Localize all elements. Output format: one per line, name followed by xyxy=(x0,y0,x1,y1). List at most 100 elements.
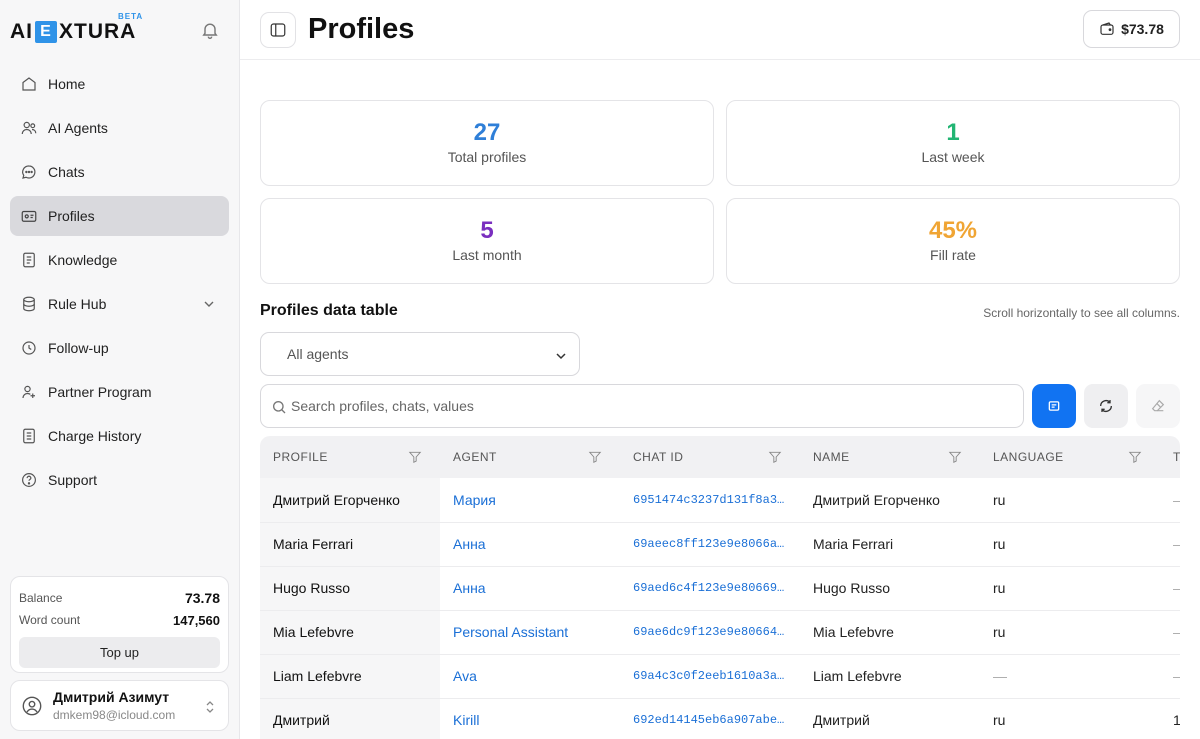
filter-icon[interactable] xyxy=(948,450,962,467)
cell-profile: Дмитрий Егорченко xyxy=(260,478,440,523)
user-name: Дмитрий Азимут xyxy=(53,689,170,705)
stat-value: 5 xyxy=(480,217,494,244)
sidebar-item-support[interactable]: Support xyxy=(10,460,229,500)
stat-label: Last week xyxy=(921,149,985,165)
cell-name: Дмитрий Егорченко xyxy=(800,478,980,523)
cell-chat-id-link[interactable]: 692ed14145eb6a907abe… xyxy=(620,698,800,739)
sidebar-item-chats[interactable]: Chats xyxy=(10,152,229,192)
table-row[interactable]: Hugo Russo Анна 69aed6c4f123e9e80669… Hu… xyxy=(260,566,1180,611)
column-header-name[interactable]: NAME xyxy=(800,436,980,478)
cell-agent-link[interactable]: Personal Assistant xyxy=(440,610,620,655)
help-icon xyxy=(20,471,38,489)
word-count-label: Word count xyxy=(19,613,81,627)
cell-extra: – xyxy=(1160,610,1180,655)
sidebar-toggle-button[interactable] xyxy=(260,12,296,48)
refresh-button[interactable] xyxy=(1084,384,1128,428)
table-row[interactable]: Liam Lefebvre Ava 69a4c3c0f2eeb1610a3a… … xyxy=(260,654,1180,699)
bell-icon[interactable] xyxy=(200,20,222,42)
cell-chat-id-link[interactable]: 6951474c3237d131f8a3… xyxy=(620,478,800,523)
receipt-icon xyxy=(20,427,38,445)
filter-icon[interactable] xyxy=(1128,450,1142,467)
cell-agent-link[interactable]: Kirill xyxy=(440,698,620,739)
chevron-down-icon[interactable] xyxy=(203,297,215,309)
user-menu[interactable]: Дмитрий Азимут dmkem98@icloud.com xyxy=(10,680,229,731)
logo-letter-box: E xyxy=(35,21,57,43)
cell-profile: Maria Ferrari xyxy=(260,522,440,567)
logo-text-left: AI xyxy=(10,20,33,43)
sidebar-item-follow-up[interactable]: Follow-up xyxy=(10,328,229,368)
cell-name: Hugo Russo xyxy=(800,566,980,611)
chevron-down-icon xyxy=(555,349,567,365)
sidebar-item-label: Home xyxy=(48,76,86,92)
cell-language: — xyxy=(980,654,1160,699)
app-logo[interactable]: AI E XTURA BETA xyxy=(10,12,142,46)
sidebar: AI E XTURA BETA Home AI Agents Chats Pro… xyxy=(0,0,240,739)
sidebar-item-label: Support xyxy=(48,472,98,488)
stat-label: Total profiles xyxy=(447,149,527,165)
sidebar-item-label: Chats xyxy=(48,164,85,180)
table-row[interactable]: Дмитрий Егорченко Мария 6951474c3237d131… xyxy=(260,478,1180,523)
table-row[interactable]: Maria Ferrari Анна 69aeec8ff123e9e8066a…… xyxy=(260,522,1180,567)
cell-chat-id-link[interactable]: 69a4c3c0f2eeb1610a3a… xyxy=(620,654,800,699)
cell-name: Дмитрий xyxy=(800,698,980,739)
table-row[interactable]: Дмитрий Kirill 692ed14145eb6a907abe… Дми… xyxy=(260,698,1180,739)
balance-row: Balance 73.78 xyxy=(19,587,220,609)
cell-extra: 1 xyxy=(1160,698,1180,739)
cell-language: ru xyxy=(980,478,1160,523)
search-field[interactable] xyxy=(260,384,1024,428)
cell-language: ru xyxy=(980,522,1160,567)
user-email: dmkem98@icloud.com xyxy=(53,708,176,722)
home-icon xyxy=(20,75,38,93)
word-count-row: Word count 147,560 xyxy=(19,609,220,631)
sidebar-item-label: Knowledge xyxy=(48,252,118,268)
clear-button[interactable] xyxy=(1136,384,1180,428)
cell-chat-id-link[interactable]: 69ae6dc9f123e9e80664… xyxy=(620,610,800,655)
top-up-button[interactable]: Top up xyxy=(19,637,220,668)
sidebar-item-profiles[interactable]: Profiles xyxy=(10,196,229,236)
sidebar-item-rule-hub[interactable]: Rule Hub xyxy=(10,284,229,324)
filter-icon[interactable] xyxy=(408,450,422,467)
stat-fill-rate: 45% Fill rate xyxy=(726,198,1180,284)
wallet-icon xyxy=(1100,22,1114,35)
page-header: Profiles $73.78 xyxy=(240,0,1200,60)
column-header-profile[interactable]: PROFILE xyxy=(260,436,440,478)
sidebar-item-ai-agents[interactable]: AI Agents xyxy=(10,108,229,148)
database-icon xyxy=(20,295,38,313)
table-row[interactable]: Mia Lefebvre Personal Assistant 69ae6dc9… xyxy=(260,610,1180,655)
sidebar-item-home[interactable]: Home xyxy=(10,64,229,104)
sidebar-item-label: Rule Hub xyxy=(48,296,107,312)
cell-agent-link[interactable]: Анна xyxy=(440,566,620,611)
column-header-t[interactable]: T xyxy=(1160,436,1180,478)
column-header-agent[interactable]: AGENT xyxy=(440,436,620,478)
cell-chat-id-link[interactable]: 69aeec8ff123e9e8066a… xyxy=(620,522,800,567)
cell-extra: – xyxy=(1160,654,1180,699)
stat-label: Fill rate xyxy=(930,247,976,263)
wallet-balance-button[interactable]: $73.78 xyxy=(1083,10,1180,48)
eraser-icon xyxy=(1151,399,1165,412)
section-title: Profiles data table xyxy=(260,302,398,319)
sidebar-item-charge-history[interactable]: Charge History xyxy=(10,416,229,456)
cell-chat-id-link[interactable]: 69aed6c4f123e9e80669… xyxy=(620,566,800,611)
user-info: Дмитрий Азимут dmkem98@icloud.com xyxy=(53,689,175,722)
agent-filter-select[interactable]: All agents xyxy=(260,332,580,376)
profiles-table[interactable]: PROFILE AGENT CHAT ID NAME LANGUAGE T Дм… xyxy=(260,436,1180,739)
balance-card: Balance 73.78 Word count 147,560 Top up xyxy=(10,576,229,673)
cell-extra: – xyxy=(1160,478,1180,523)
cell-agent-link[interactable]: Ava xyxy=(440,654,620,699)
sidebar-item-partner-program[interactable]: Partner Program xyxy=(10,372,229,412)
stat-value: 45% xyxy=(928,217,978,244)
column-header-language[interactable]: LANGUAGE xyxy=(980,436,1160,478)
sidebar-item-knowledge[interactable]: Knowledge xyxy=(10,240,229,280)
cell-name: Liam Lefebvre xyxy=(800,654,980,699)
chat-icon xyxy=(20,163,38,181)
filter-icon[interactable] xyxy=(768,450,782,467)
search-submit-button[interactable] xyxy=(1032,384,1076,428)
cell-extra: – xyxy=(1160,522,1180,567)
column-header-chat-id[interactable]: CHAT ID xyxy=(620,436,800,478)
search-input[interactable] xyxy=(291,398,991,414)
stat-last-week: 1 Last week xyxy=(726,100,1180,186)
cell-agent-link[interactable]: Мария xyxy=(440,478,620,523)
cell-agent-link[interactable]: Анна xyxy=(440,522,620,567)
sidebar-nav: Home AI Agents Chats Profiles Knowledge … xyxy=(10,64,229,504)
filter-icon[interactable] xyxy=(588,450,602,467)
